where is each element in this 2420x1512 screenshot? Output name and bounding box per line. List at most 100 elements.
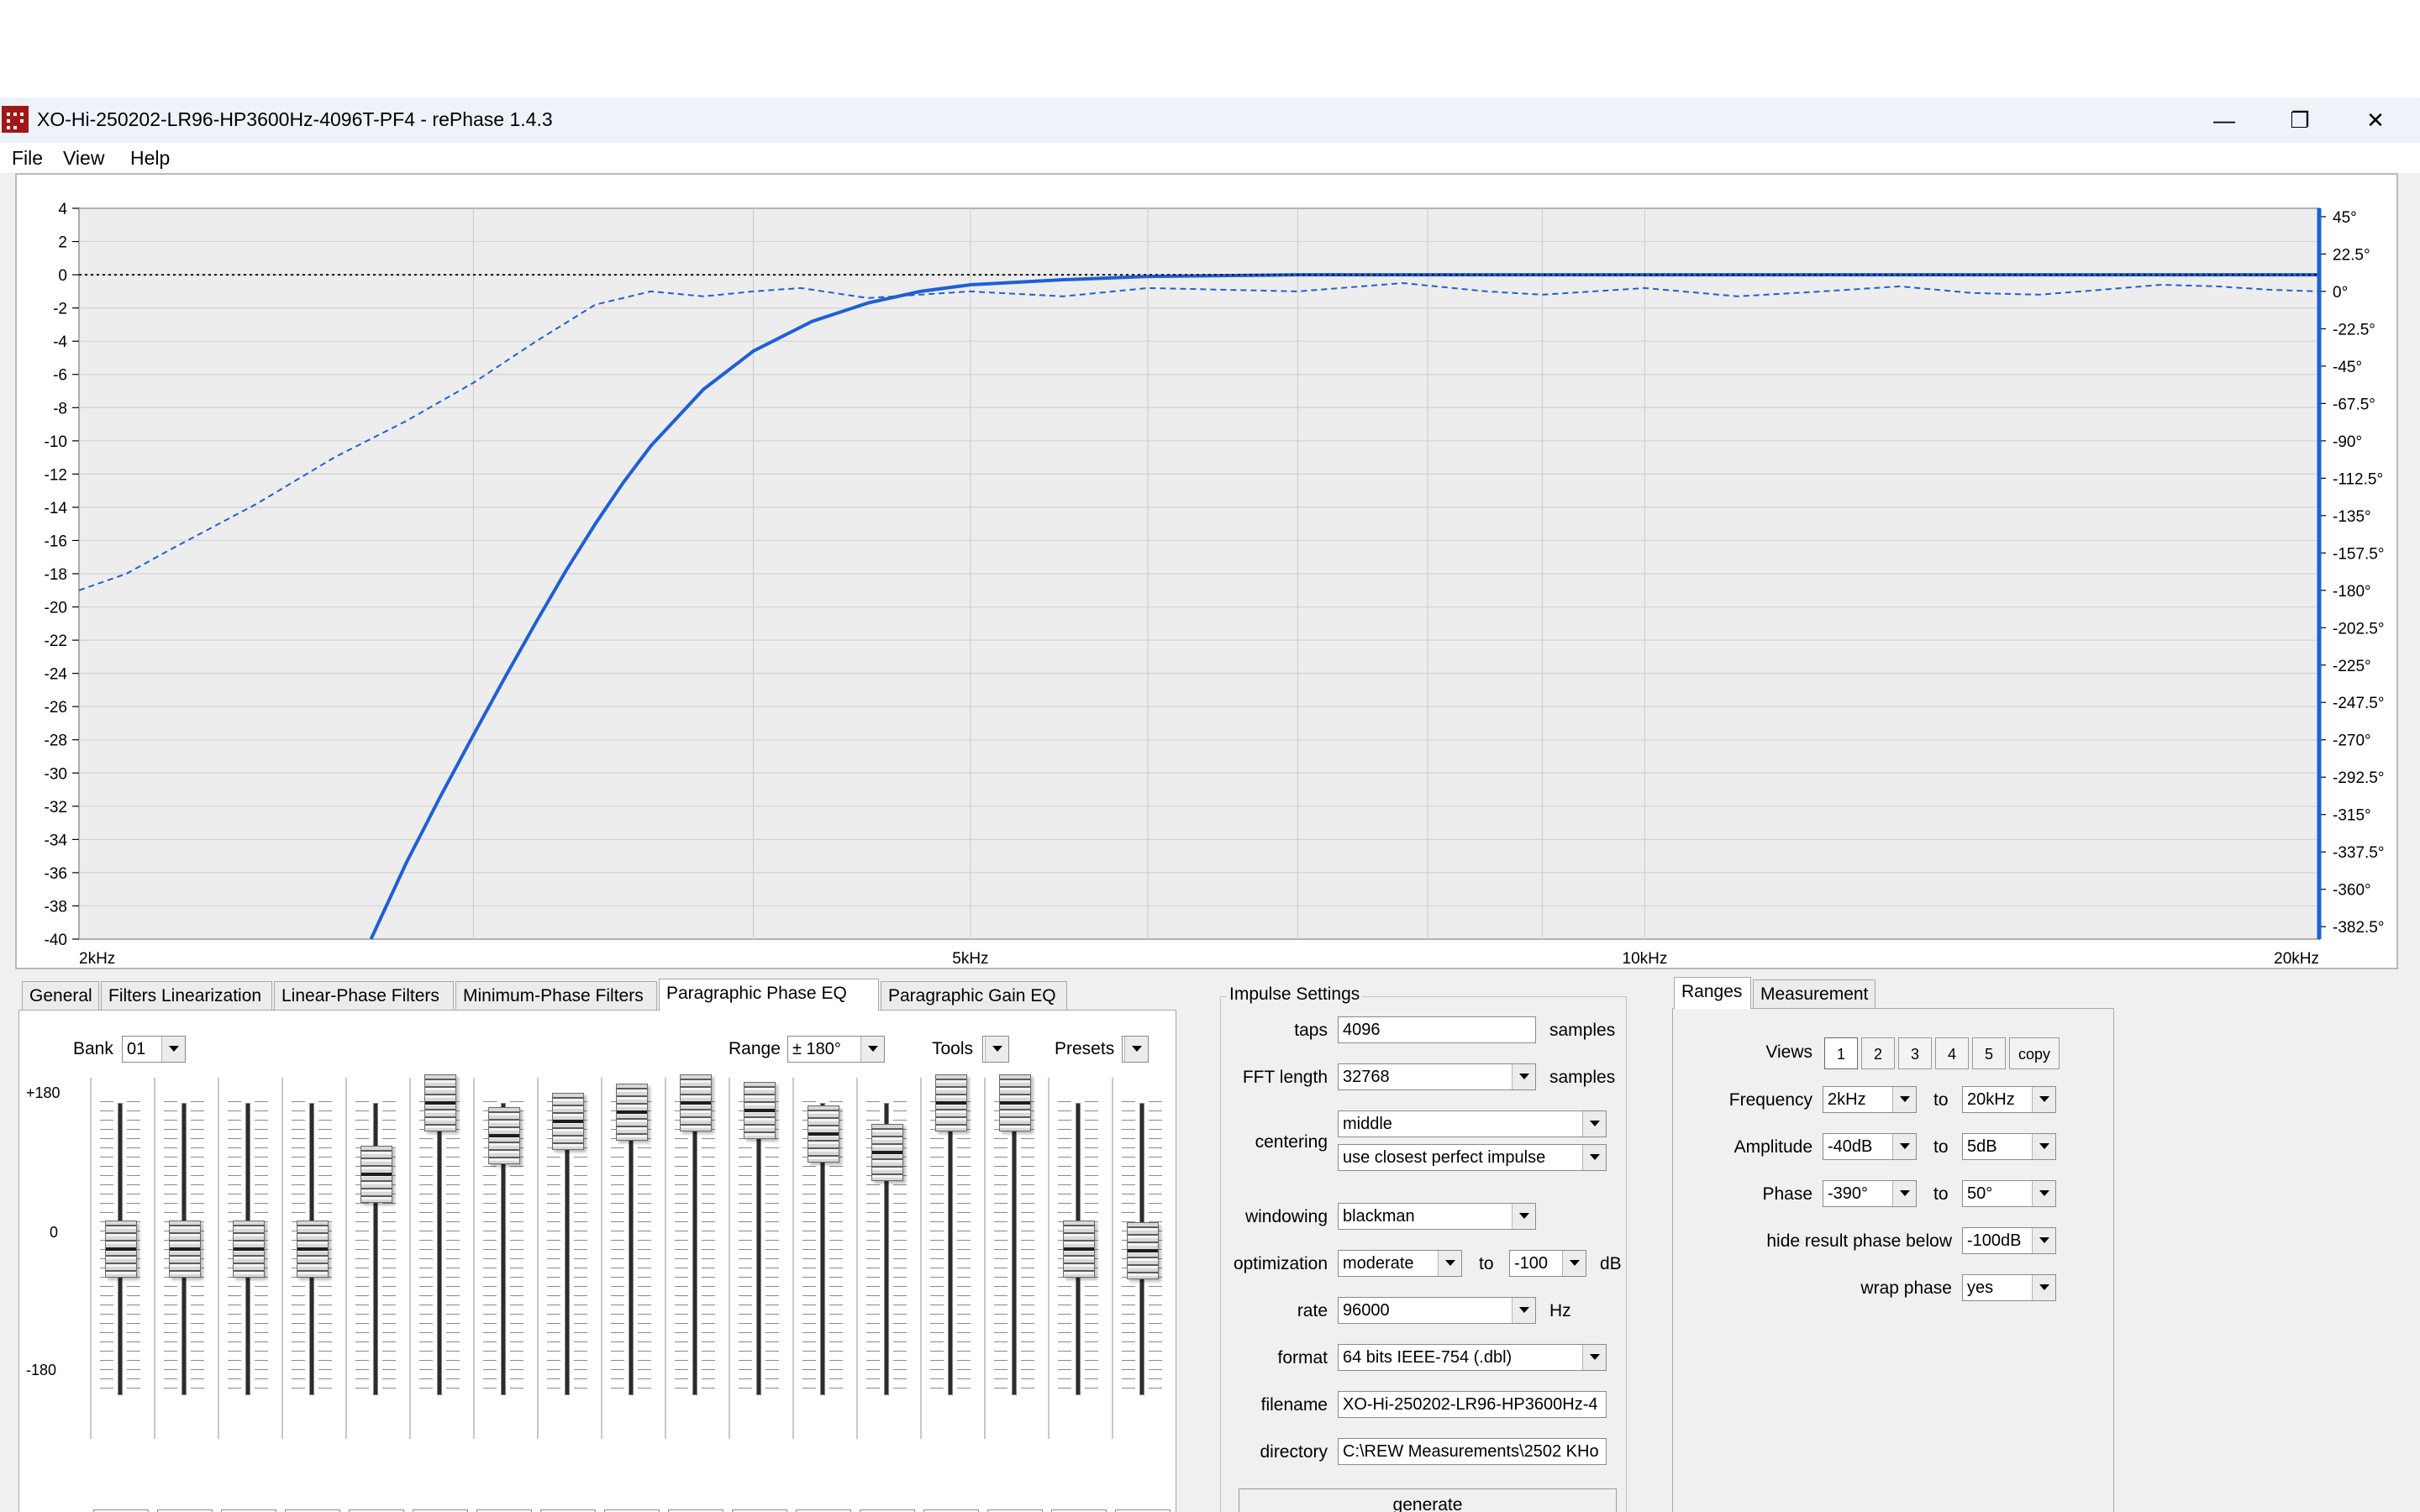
slider-thumb[interactable] [935,1074,967,1131]
slider-thumb[interactable] [1063,1221,1095,1278]
band-divider [729,1078,730,1439]
y-right-tick-label: -45° [2333,359,2362,376]
slider-thumb[interactable] [744,1082,776,1139]
ranges-pane: Views 1 2 3 4 5 copy Frequency 2kHz to 2… [1672,1008,2114,1512]
band-divider [281,1078,283,1439]
menu-file[interactable]: File [12,147,43,170]
response-chart[interactable]: 4 2 0 -2 -4 -6 -8 -10 -12 -14 -16 -18 -20 -22 -24 -26 -2… [17,175,2396,968]
slider-thumb[interactable] [105,1221,137,1278]
slider-track[interactable] [692,1103,697,1395]
phase-from-select[interactable]: -390° [1823,1180,1917,1207]
windowing-select[interactable]: blackman [1338,1203,1536,1230]
tab-ranges[interactable]: Ranges [1674,977,1751,1009]
tab-linear-phase-filters[interactable]: Linear-Phase Filters [274,981,454,1010]
centering-mode-select[interactable]: use closest perfect impulse [1338,1144,1607,1171]
slider-track[interactable] [1012,1103,1017,1395]
slider-thumb[interactable] [616,1084,648,1141]
slider-thumb[interactable] [680,1074,712,1131]
slider-thumb[interactable] [297,1221,329,1278]
rate-select[interactable]: 96000 [1338,1297,1536,1324]
slider-thumb[interactable] [488,1107,520,1164]
slider-thumb[interactable] [360,1146,392,1203]
range-select[interactable]: ± 180° [787,1036,885,1063]
slider-thumb[interactable] [424,1074,456,1131]
y-left-tick-label: -14 [45,500,68,517]
menu-help[interactable]: Help [130,147,170,170]
bank-select[interactable]: 01 [122,1036,186,1063]
phase-eq-band: +180.002.025398 [984,1078,1044,1512]
view-3-button[interactable]: 3 [1898,1037,1932,1069]
view-2-button[interactable]: 2 [1861,1037,1895,1069]
y-right-tick-label: -225° [2333,658,2371,675]
y-right-tick-label: -202.5° [2333,620,2384,638]
slider-thumb[interactable] [1127,1222,1159,1279]
title-bar[interactable]: XO-Hi-250202-LR96-HP3600Hz-4096T-PF4 - r… [0,97,2420,143]
amplitude-from-select[interactable]: -40dB [1823,1133,1917,1160]
wrap-phase-label: wrap phase [1673,1278,1952,1299]
slider-thumb[interactable] [999,1074,1031,1131]
format-select[interactable]: 64 bits IEEE-754 (.dbl) [1338,1344,1607,1371]
minimize-button[interactable]: — [2186,97,2262,143]
centering-select[interactable]: middle [1338,1110,1607,1137]
view-4-button[interactable]: 4 [1935,1037,1969,1069]
slider-track[interactable] [948,1103,953,1395]
presets-dropdown[interactable] [1122,1036,1149,1063]
tab-paragraphic-gain-eq[interactable]: Paragraphic Gain EQ [881,981,1067,1010]
frequency-from-select[interactable]: 2kHz [1823,1086,1917,1113]
taps-input[interactable]: 4096 [1338,1016,1536,1043]
hide-result-phase-select[interactable]: -100dB [1962,1227,2056,1254]
generate-button[interactable]: generate [1239,1488,1617,1512]
tab-minimum-phase-filters[interactable]: Minimum-Phase Filters [455,981,657,1010]
rate-label: rate [1227,1301,1328,1321]
phase-eq-slider-bank: 0.004.010000.004.01259.90.004.01587.40.0… [90,1078,1174,1512]
chevron-down-icon [1512,1204,1535,1229]
slider-thumb-line [872,1151,902,1154]
fft-length-select[interactable]: 32768 [1338,1063,1536,1090]
slider-thumb[interactable] [808,1105,839,1163]
y-right-tick-label: -292.5° [2333,769,2384,787]
slider-thumb[interactable] [169,1221,201,1278]
wrap-phase-select[interactable]: yes [1962,1274,2056,1301]
hide-result-phase-value: -100dB [1967,1231,2022,1250]
hide-result-phase-label: hide result phase below [1673,1231,1952,1252]
view-1-button[interactable]: 1 [1824,1037,1858,1069]
slider-track[interactable] [629,1103,634,1395]
rephase-app-icon [2,106,29,133]
response-chart-panel[interactable]: 4 2 0 -2 -4 -6 -8 -10 -12 -14 -16 -18 -20 -22 -24 -26 -2… [15,173,2398,969]
chevron-down-icon [1892,1181,1916,1206]
y-left-tick-label: 0 [58,267,67,285]
amplitude-to-select[interactable]: 5dB [1962,1133,2056,1160]
chevron-down-icon [1582,1111,1606,1137]
copy-view-button[interactable]: copy [2009,1037,2060,1069]
phase-eq-band: 0.004.01587.4 [218,1078,278,1512]
slider-thumb[interactable] [552,1093,584,1150]
menu-view[interactable]: View [63,147,104,170]
filename-input[interactable]: XO-Hi-250202-LR96-HP3600Hz-4 [1338,1391,1607,1418]
tab-filters-linearization[interactable]: Filters Linearization [101,981,272,1010]
slider-track[interactable] [437,1103,442,1395]
directory-input[interactable]: C:\REW Measurements\2502 KHo [1338,1438,1607,1465]
close-button[interactable]: ✕ [2338,97,2413,143]
tab-general[interactable]: General [22,981,99,1010]
slider-track[interactable] [756,1103,761,1395]
slider-thumb[interactable] [871,1124,903,1181]
optimization-db-select[interactable]: -100 [1509,1250,1586,1277]
tools-dropdown[interactable] [982,1036,1009,1063]
tab-measurement[interactable]: Measurement [1753,979,1876,1008]
slider-thumb-line [297,1247,328,1251]
maximize-button[interactable]: ❐ [2262,97,2338,143]
slider-thumb-line [617,1110,647,1114]
slider-thumb-line [1000,1101,1030,1105]
chevron-down-icon [161,1037,185,1062]
impulse-settings-title: Impulse Settings [1227,984,1362,1005]
optimization-label: optimization [1227,1254,1328,1274]
paragraphic-phase-eq-pane: Bank 01 Range ± 180° Tools Presets +180 … [18,1010,1176,1512]
view-5-button[interactable]: 5 [1972,1037,2006,1069]
slider-thumb-line [425,1101,455,1105]
optimization-select[interactable]: moderate [1338,1250,1462,1277]
phase-to-select[interactable]: 50° [1962,1180,2056,1207]
slider-thumb[interactable] [233,1221,265,1278]
frequency-to-select[interactable]: 20kHz [1962,1086,2056,1113]
phase-eq-band: +171.004.010079 [729,1078,789,1512]
tab-paragraphic-phase-eq[interactable]: Paragraphic Phase EQ [659,979,879,1011]
